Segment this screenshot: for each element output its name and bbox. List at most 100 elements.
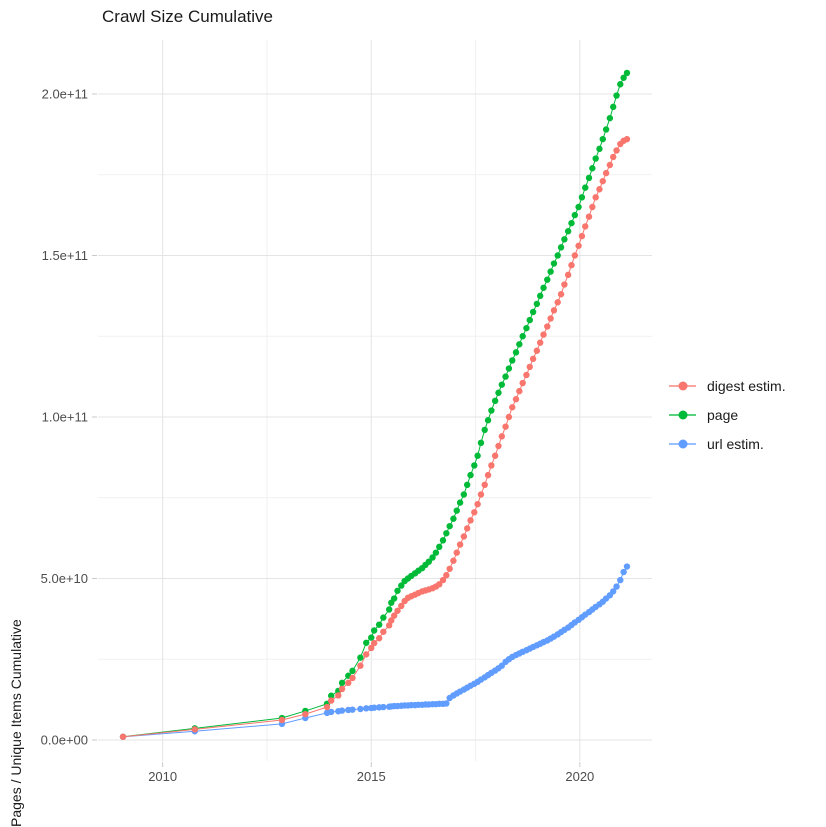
data-point-digest-estim <box>613 147 620 154</box>
data-point-url-estim <box>620 568 627 576</box>
data-point-page <box>432 549 440 556</box>
data-point-page <box>596 145 603 153</box>
data-point-digest-estim <box>327 697 335 704</box>
data-point-url-estim <box>357 705 364 713</box>
data-point-digest-estim <box>471 509 478 516</box>
data-point-page <box>368 634 375 641</box>
data-point-page <box>488 407 495 414</box>
data-point-digest-estim <box>599 177 606 185</box>
data-point-url-estim <box>613 583 620 590</box>
legend-item-digest-estim: digest estim. <box>669 378 786 394</box>
data-point-page <box>557 244 565 251</box>
data-point-digest-estim <box>446 565 453 572</box>
data-point-page <box>349 667 356 675</box>
data-point-digest-estim <box>467 517 474 524</box>
data-point-url-estim <box>443 700 450 707</box>
data-point-digest-estim <box>592 194 599 201</box>
data-point-url-estim <box>370 704 378 711</box>
data-point-page <box>385 606 393 613</box>
chart-title: Crawl Size Cumulative <box>102 7 273 26</box>
data-point-url-estim <box>363 705 370 712</box>
data-point-page <box>564 228 572 235</box>
data-point-digest-estim <box>345 679 352 687</box>
data-point-digest-estim <box>481 481 488 489</box>
data-point-digest-estim <box>606 161 614 169</box>
data-point-page <box>502 373 509 380</box>
data-point-digest-estim <box>509 404 516 411</box>
data-point-digest-estim <box>484 471 492 479</box>
data-point-page <box>446 522 453 530</box>
data-point-digest-estim <box>544 323 551 330</box>
data-point-digest-estim <box>363 651 370 658</box>
legend-dot-icon <box>678 410 687 420</box>
data-point-page <box>550 260 558 267</box>
legend-item-url-estim: url estim. <box>669 436 786 452</box>
data-point-digest-estim <box>453 549 460 556</box>
series-page <box>119 69 631 740</box>
data-point-page <box>505 365 513 372</box>
data-point-digest-estim <box>349 674 356 682</box>
data-point-url-estim <box>610 588 617 595</box>
data-point-page <box>620 74 627 81</box>
data-point-digest-estim <box>564 271 572 279</box>
legend-point-icon <box>669 378 696 394</box>
data-point-page <box>575 203 582 211</box>
data-point-page <box>509 357 516 364</box>
data-point-page <box>568 219 575 227</box>
data-point-digest-estim <box>436 581 443 588</box>
legend-point-icon <box>669 436 696 452</box>
y-tick-label: 2.0e+11 <box>42 86 88 101</box>
data-point-page <box>495 389 502 396</box>
data-point-digest-estim <box>323 703 331 711</box>
data-point-page <box>554 252 561 259</box>
data-point-digest-estim <box>540 331 547 338</box>
data-point-digest-estim <box>547 315 554 322</box>
legend-point-icon <box>669 407 696 423</box>
data-point-page <box>460 491 468 498</box>
data-point-page <box>477 439 485 447</box>
data-point-digest-estim <box>443 572 450 579</box>
data-point-page <box>327 692 335 699</box>
data-point-digest-estim <box>394 607 401 614</box>
data-point-page <box>380 614 387 621</box>
series-line-digest-estim <box>122 138 628 738</box>
data-point-digest-estim <box>585 213 593 220</box>
data-point-page <box>467 471 474 479</box>
legend-dot-icon <box>678 439 687 449</box>
data-point-page <box>599 135 606 143</box>
data-point-url-estim <box>380 703 387 711</box>
data-point-page <box>398 582 405 589</box>
data-point-page <box>606 114 614 122</box>
data-point-url-estim <box>349 706 356 713</box>
data-point-digest-estim <box>529 355 537 363</box>
data-point-digest-estim <box>488 462 495 469</box>
data-point-digest-estim <box>623 135 631 143</box>
data-point-url-estim <box>623 563 631 570</box>
data-point-digest-estim <box>502 423 509 430</box>
data-point-page <box>617 81 624 88</box>
data-point-page <box>456 499 464 506</box>
data-point-page <box>516 341 523 348</box>
data-point-page <box>425 558 433 565</box>
data-point-page <box>610 103 617 111</box>
data-point-digest-estim <box>526 363 533 371</box>
grid-minor <box>98 40 652 761</box>
legend-label: digest estim. <box>707 378 786 394</box>
data-point-page <box>585 174 593 182</box>
data-point-digest-estim <box>495 442 502 450</box>
data-point-page <box>439 537 447 544</box>
data-point-page <box>561 236 568 243</box>
data-point-page <box>578 194 586 201</box>
data-point-digest-estim <box>512 396 520 403</box>
x-tick-label: 2015 <box>357 769 386 784</box>
data-point-url-estim <box>617 576 624 584</box>
data-point-url-estim <box>327 708 335 716</box>
data-point-page <box>338 679 346 687</box>
data-point-page <box>370 627 378 634</box>
data-point-digest-estim <box>368 644 375 652</box>
data-point-page <box>357 654 364 661</box>
data-point-page <box>481 426 488 434</box>
data-point-page <box>512 349 520 356</box>
